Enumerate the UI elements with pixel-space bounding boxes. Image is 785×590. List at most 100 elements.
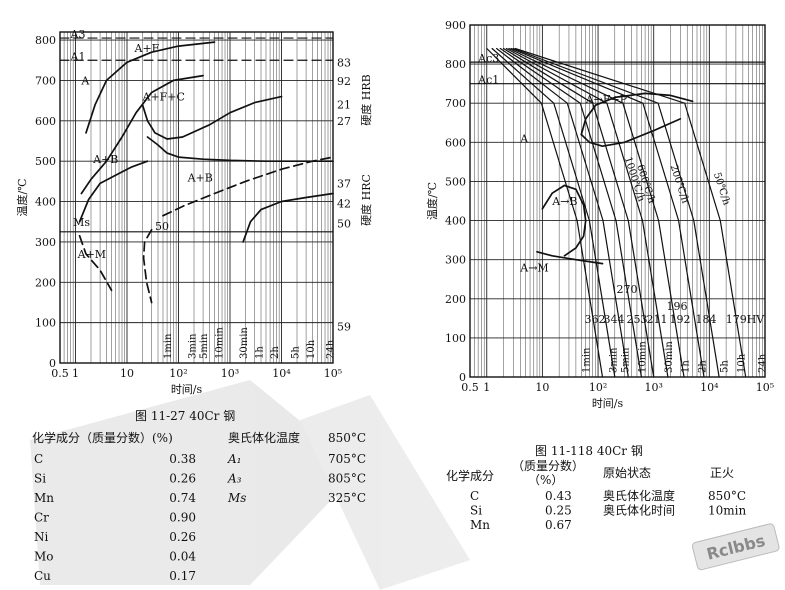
orig-state-value: 正火	[710, 466, 734, 480]
phase-label: A→B	[551, 195, 577, 208]
time-marker-label: 1min	[163, 333, 174, 359]
x-axis-title: 时间/s	[171, 383, 203, 396]
y-tick-label: 600	[445, 136, 466, 149]
plot-frame	[59, 31, 334, 364]
critical-point-value: 705°C	[328, 452, 366, 466]
element-name: Mn	[470, 518, 490, 532]
critical-point-value: 325°C	[328, 491, 366, 505]
hardness-value-label: 42	[337, 198, 351, 211]
rclbbs-watermark-logo: Rclbbs	[691, 523, 780, 571]
cooling-curve	[505, 47, 669, 378]
y-tick-label: 900	[445, 19, 466, 32]
element-name: Cu	[34, 569, 51, 583]
right-table-header-b: （质量分数）	[512, 458, 584, 473]
phase-label: Ac1	[477, 74, 499, 87]
x-tick-label: 10⁴	[272, 367, 291, 380]
y-tick-label: 400	[445, 215, 466, 228]
hardness-hv-label: 192	[670, 313, 691, 326]
critical-point-name: A₁	[227, 452, 241, 466]
x-tick-label: 10⁵	[756, 381, 774, 394]
hardness-value-label: 50	[337, 218, 351, 231]
transformation-curve	[242, 192, 334, 243]
phase-label: 50	[155, 220, 169, 233]
y-tick-label: 100	[35, 317, 56, 330]
element-value: 0.90	[169, 511, 196, 525]
element-name: Mn	[34, 491, 54, 505]
right-table-header-a: 化学成分	[446, 468, 494, 483]
orig-state-label: 原始状态	[603, 466, 651, 480]
x-tick-label: 10³	[644, 381, 662, 394]
element-name: Mo	[34, 550, 54, 564]
hardness-hv-label: 253	[627, 313, 648, 326]
process-param-label: 奥氏体化时间	[603, 504, 675, 518]
left-aus-header-val: 850°C	[328, 431, 366, 445]
plot-frame	[469, 24, 766, 378]
element-value: 0.38	[169, 452, 196, 466]
process-param-value: 10min	[708, 504, 746, 518]
y-tick-label: 800	[35, 34, 56, 47]
phase-label: A+F+C	[142, 91, 185, 104]
time-marker-label: 10h	[736, 353, 747, 373]
chart1-caption: 图 11-27 40Cr 钢	[135, 409, 235, 423]
hardness-value-label: 92	[337, 75, 351, 88]
x-tick-label: 10⁵	[324, 367, 342, 380]
time-marker-label: 1h	[255, 346, 266, 359]
element-value: 0.26	[169, 472, 196, 486]
cooling-curve	[491, 47, 616, 378]
phase-label: A+B	[187, 171, 213, 184]
time-marker-label: 2h	[270, 346, 281, 359]
cooling-curve	[486, 47, 604, 378]
y-tick-label: 700	[35, 74, 56, 87]
y-tick-label: 400	[35, 196, 56, 209]
transformation-curve	[80, 74, 204, 195]
phase-label: A+M	[77, 248, 106, 261]
y-tick-label: 200	[445, 293, 466, 306]
time-marker-label: 10min	[215, 327, 226, 359]
watermark-band	[30, 380, 470, 590]
hardness-hv-label: 211	[647, 313, 668, 326]
y-tick-label: 0	[49, 357, 56, 370]
x-tick-label: 0.5	[461, 381, 479, 394]
hardness-value-label: 21	[337, 99, 351, 112]
chart-40cr-cct-left: 0 100 200 300 400 500 600 700 800 0.5 1 10 10² 10³ 10⁴…	[15, 28, 373, 396]
hardness-axis-title: 硬度 HRC	[359, 174, 373, 226]
y-tick-label: 500	[445, 175, 466, 188]
y-tick-label: 100	[445, 332, 466, 345]
phase-label: Ac3	[477, 52, 499, 65]
cooling-curve	[496, 47, 629, 378]
x-tick-label: 10²	[589, 381, 607, 394]
phase-label: A+F	[134, 42, 160, 55]
time-marker-label: 2h	[697, 360, 708, 373]
transformation-curve	[580, 118, 682, 148]
x-tick-label: 0.5	[51, 367, 69, 380]
y-axis-title: 温度/℃	[425, 182, 439, 220]
time-marker-label: 5h	[291, 346, 302, 359]
element-name: Cr	[34, 511, 49, 525]
time-marker-label: 5h	[720, 360, 731, 373]
hardness-value-label: 27	[337, 115, 351, 128]
time-marker-label: 24h	[757, 353, 768, 373]
x-tick-label: 10	[535, 381, 549, 394]
time-marker-label: 30min	[239, 327, 250, 359]
x-tick-label: 10²	[169, 367, 187, 380]
x-tick-label: 10⁴	[700, 381, 719, 394]
element-value: 0.04	[169, 550, 196, 564]
y-tick-label: 300	[445, 254, 466, 267]
element-name: Ni	[34, 530, 49, 544]
transformation-curve	[141, 95, 283, 140]
x-tick-label: 1	[72, 367, 79, 380]
cooling-curve	[502, 47, 655, 378]
process-param-value: 850°C	[708, 489, 746, 503]
time-marker-label: 10min	[637, 341, 648, 373]
left-composition-table: 化学成分（质量分数）(%) 奥氏体化温度 850°C C 0.38 Si 0.26 Mn…	[32, 430, 366, 583]
element-value: 0.25	[545, 504, 572, 518]
cooling-curve	[514, 47, 747, 378]
transformation-curve	[85, 41, 216, 134]
chart2-caption: 图 11-118 40Cr 钢	[535, 444, 643, 458]
time-marker-label: 1min	[582, 347, 593, 373]
element-name: Si	[34, 472, 46, 486]
x-tick-label: 1	[483, 381, 490, 394]
process-param-label: 奥氏体化温度	[603, 488, 675, 503]
element-name: C	[34, 452, 43, 466]
hardness-hv-label: 270	[617, 283, 638, 296]
